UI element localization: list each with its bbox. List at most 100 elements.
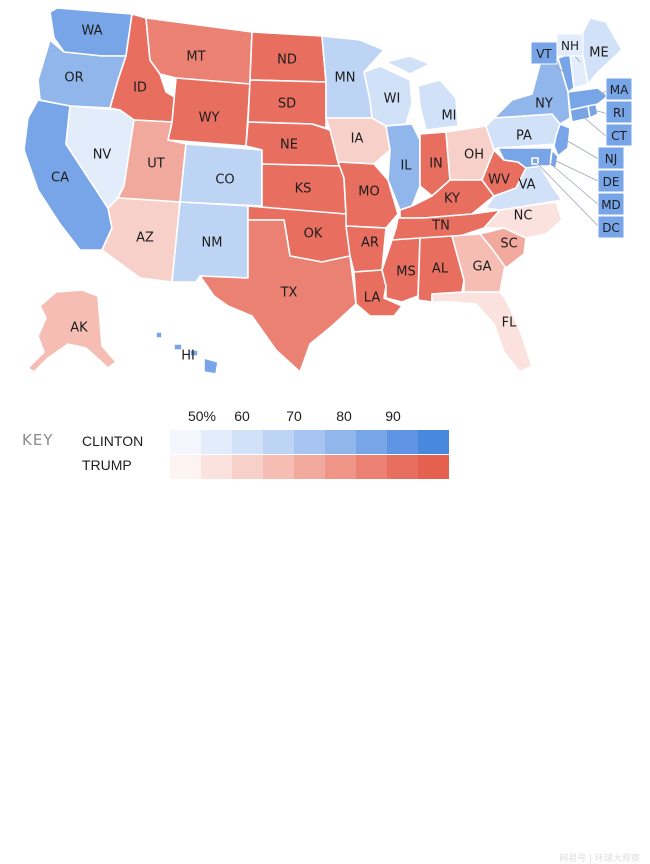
state-label-wi: WI — [384, 92, 401, 107]
callout-box-de[interactable] — [597, 169, 625, 193]
legend-trump-swatch — [170, 455, 201, 479]
legend-trump-swatch — [387, 455, 418, 479]
legend: KEY CLINTON TRUMP 50% 60 70 80 90 网易号 | 环球大观… — [0, 400, 650, 864]
callout-box-dc[interactable] — [597, 215, 625, 239]
state-label-nm: NM — [202, 236, 223, 251]
legend-clinton-swatch — [263, 430, 294, 454]
state-label-va: VA — [519, 178, 536, 193]
legend-trump-swatch — [325, 455, 356, 479]
state-TX[interactable] — [199, 219, 357, 373]
legend-clinton-swatch — [356, 430, 387, 454]
state-FL[interactable] — [431, 291, 533, 373]
legend-clinton-label: CLINTON — [82, 433, 144, 449]
state-label-az: AZ — [136, 231, 154, 246]
state-label-or: OR — [64, 71, 83, 86]
legend-tick: 50% — [187, 408, 217, 424]
state-label-oh: OH — [464, 148, 484, 163]
legend-trump-swatch — [294, 455, 325, 479]
state-label-wa: WA — [81, 24, 102, 39]
state-label-ny: NY — [535, 97, 553, 112]
callout-box-ct[interactable] — [605, 123, 633, 147]
legend-tick: 90 — [385, 408, 401, 424]
state-label-nv: NV — [93, 148, 112, 163]
legend-clinton-scale — [170, 430, 449, 454]
callout-label-md: MD — [601, 198, 621, 212]
callout-label-vt: VT — [536, 47, 552, 61]
state-label-ks: KS — [295, 182, 312, 197]
state-HI[interactable] — [155, 331, 219, 375]
legend-title: KEY — [22, 431, 54, 449]
state-label-wv: WV — [488, 173, 510, 188]
state-label-me: ME — [589, 46, 608, 61]
state-label-id: ID — [133, 81, 147, 96]
callout-box-md[interactable] — [597, 192, 625, 216]
callout-box-ma[interactable] — [605, 77, 633, 101]
state-label-mn: MN — [335, 71, 356, 86]
state-label-ms: MS — [396, 265, 415, 280]
state-AK[interactable] — [27, 289, 117, 373]
legend-trump-swatch — [418, 455, 449, 479]
state-label-ak: AK — [70, 321, 88, 336]
state-label-wy: WY — [199, 111, 220, 126]
state-label-ok: OK — [304, 227, 323, 242]
state-label-mt: MT — [186, 50, 205, 65]
state-label-fl: FL — [502, 316, 517, 331]
small-state-callouts: VT NH MA RI CT NJ DE MD DC — [530, 33, 633, 239]
state-label-ia: IA — [351, 132, 364, 147]
state-label-sc: SC — [500, 237, 517, 252]
legend-clinton-swatch — [201, 430, 232, 454]
legend-clinton-swatch — [232, 430, 263, 454]
legend-clinton-swatch — [294, 430, 325, 454]
state-label-hi: HI — [181, 349, 195, 364]
legend-trump-scale — [170, 455, 449, 479]
watermark: 网易号 | 环球大观察 — [559, 854, 640, 864]
state-label-tx: TX — [280, 286, 298, 301]
legend-trump-swatch — [356, 455, 387, 479]
legend-trump-swatch — [232, 455, 263, 479]
legend-trump-swatch — [201, 455, 232, 479]
state-label-ne: NE — [280, 138, 298, 153]
state-label-ca: CA — [51, 171, 69, 186]
callout-box-nj[interactable] — [597, 146, 625, 170]
state-label-ga: GA — [473, 260, 492, 275]
state-label-nc: NC — [514, 209, 533, 224]
legend-clinton-swatch — [387, 430, 418, 454]
legend-trump-swatch — [263, 455, 294, 479]
us-election-map: WA OR CA NV ID MT WY UT AZ CO NM ND SD NE KS OK TX MN IA MO… — [23, 7, 633, 375]
state-label-in: IN — [429, 157, 443, 172]
state-label-mi: MI — [441, 109, 456, 124]
legend-trump-label: TRUMP — [82, 457, 132, 473]
callout-label-ct: CT — [611, 129, 627, 143]
state-ME[interactable] — [579, 17, 623, 85]
state-label-ar: AR — [361, 236, 379, 251]
callout-label-ri: RI — [613, 106, 625, 120]
state-label-ut: UT — [147, 157, 165, 172]
state-label-al: AL — [432, 262, 449, 277]
state-label-mo: MO — [358, 185, 379, 200]
legend-tick: 70 — [286, 408, 302, 424]
callout-box-ri[interactable] — [605, 100, 633, 124]
legend-clinton-swatch — [418, 430, 449, 454]
legend-tick: 80 — [336, 408, 352, 424]
state-label-sd: SD — [278, 97, 296, 112]
state-label-pa: PA — [516, 129, 532, 144]
callout-label-de: DE — [603, 175, 620, 189]
state-label-la: LA — [364, 291, 381, 306]
callout-box-nh[interactable] — [556, 33, 584, 57]
callout-label-ma: MA — [610, 83, 629, 97]
callout-label-dc: DC — [602, 221, 620, 235]
state-label-nd: ND — [277, 53, 297, 68]
state-WY[interactable] — [167, 77, 251, 147]
state-label-tn: TN — [431, 219, 450, 234]
callout-leaders — [534, 47, 609, 229]
state-label-ky: KY — [444, 192, 460, 207]
legend-tick: 60 — [234, 408, 250, 424]
callout-label-nh: NH — [561, 39, 579, 53]
state-labels: WA OR CA NV ID MT WY UT AZ CO NM ND SD NE KS OK TX MN IA MO… — [51, 24, 609, 364]
legend-clinton-swatch — [325, 430, 356, 454]
state-MI[interactable] — [385, 55, 459, 131]
state-label-il: IL — [400, 159, 412, 174]
state-MA[interactable] — [567, 87, 609, 111]
state-label-co: CO — [215, 173, 234, 188]
callout-label-nj: NJ — [605, 152, 618, 166]
